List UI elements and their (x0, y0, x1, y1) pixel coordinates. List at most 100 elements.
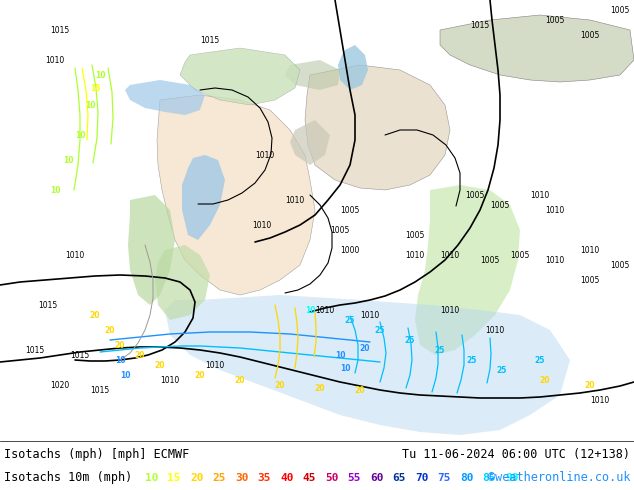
Text: 10: 10 (94, 71, 105, 79)
Text: 20: 20 (314, 384, 325, 392)
Text: 20: 20 (190, 472, 204, 483)
Text: 25: 25 (435, 345, 445, 354)
Text: 1005: 1005 (611, 261, 630, 270)
Text: 20: 20 (105, 325, 115, 335)
Text: 20: 20 (195, 370, 205, 379)
Text: 1010: 1010 (360, 311, 380, 319)
Text: 1005: 1005 (465, 191, 484, 199)
Text: 20: 20 (540, 375, 550, 385)
Polygon shape (290, 120, 330, 165)
Text: 1010: 1010 (545, 205, 565, 215)
Polygon shape (285, 60, 340, 90)
Text: 1010: 1010 (315, 305, 335, 315)
Text: Tu 11-06-2024 06:00 UTC (12+138): Tu 11-06-2024 06:00 UTC (12+138) (402, 447, 630, 461)
Text: 1020: 1020 (50, 381, 70, 390)
Text: 1010: 1010 (205, 361, 224, 369)
Text: 10: 10 (63, 155, 74, 165)
Text: 1015: 1015 (25, 345, 44, 354)
Text: 85: 85 (482, 472, 496, 483)
Text: 10: 10 (340, 364, 350, 372)
Text: 20: 20 (115, 341, 126, 349)
Text: 1010: 1010 (285, 196, 304, 204)
Text: Isotachs 10m (mph): Isotachs 10m (mph) (4, 471, 133, 484)
Text: 25: 25 (345, 316, 355, 324)
Text: 1010: 1010 (252, 220, 271, 229)
Text: 10: 10 (335, 350, 346, 360)
Text: 1010: 1010 (405, 250, 425, 260)
Text: 1005: 1005 (580, 30, 600, 40)
Polygon shape (182, 155, 225, 240)
Polygon shape (125, 80, 205, 115)
Text: 10: 10 (115, 356, 126, 365)
Text: Isotachs (mph) [mph] ECMWF: Isotachs (mph) [mph] ECMWF (4, 447, 190, 461)
Text: 20: 20 (135, 350, 145, 360)
Text: 1005: 1005 (405, 230, 425, 240)
Text: 10: 10 (75, 130, 85, 140)
Text: 1015: 1015 (200, 35, 219, 45)
Text: 20: 20 (355, 386, 365, 394)
Text: 20: 20 (235, 375, 245, 385)
Text: 1005: 1005 (481, 255, 500, 265)
Text: 90: 90 (505, 472, 519, 483)
Text: 1010: 1010 (46, 55, 65, 65)
Text: 60: 60 (370, 472, 384, 483)
Text: 1005: 1005 (611, 5, 630, 15)
Text: 1005: 1005 (340, 205, 359, 215)
Polygon shape (338, 45, 368, 90)
Polygon shape (165, 295, 570, 435)
Text: 1010: 1010 (160, 375, 179, 385)
Text: 1015: 1015 (91, 386, 110, 394)
Text: 55: 55 (347, 472, 361, 483)
Text: 25: 25 (375, 325, 385, 335)
Text: 10: 10 (305, 305, 315, 315)
Polygon shape (155, 245, 210, 320)
Text: 1015: 1015 (39, 300, 58, 310)
Polygon shape (440, 15, 634, 82)
Text: 20: 20 (359, 343, 370, 352)
Text: 25: 25 (212, 472, 226, 483)
Text: 20: 20 (585, 381, 595, 390)
Text: 25: 25 (535, 356, 545, 365)
Text: 30: 30 (235, 472, 249, 483)
Text: 25: 25 (467, 356, 477, 365)
Text: 1005: 1005 (545, 16, 565, 24)
Text: 10: 10 (145, 472, 158, 483)
Polygon shape (157, 95, 315, 295)
Text: 1010: 1010 (580, 245, 600, 254)
Text: 1015: 1015 (50, 25, 70, 34)
Polygon shape (305, 65, 450, 190)
Text: 1010: 1010 (590, 395, 610, 405)
Text: 35: 35 (257, 472, 271, 483)
Polygon shape (180, 48, 300, 105)
Text: ©weatheronline.co.uk: ©weatheronline.co.uk (488, 471, 630, 484)
Text: 1005: 1005 (490, 200, 510, 210)
Polygon shape (128, 195, 175, 305)
Text: 1010: 1010 (531, 191, 550, 199)
Text: 1010: 1010 (65, 250, 84, 260)
Text: 1015: 1015 (70, 350, 89, 360)
Text: 15: 15 (167, 472, 181, 483)
Text: 1015: 1015 (470, 21, 489, 29)
Text: 1010: 1010 (486, 325, 505, 335)
Text: 1000: 1000 (340, 245, 359, 254)
Text: 25: 25 (405, 336, 415, 344)
Text: 50: 50 (325, 472, 339, 483)
Text: 45: 45 (302, 472, 316, 483)
Text: 10: 10 (49, 186, 60, 195)
Text: 1010: 1010 (441, 250, 460, 260)
Text: 1010: 1010 (441, 305, 460, 315)
Text: 1010: 1010 (256, 150, 275, 160)
Text: 80: 80 (460, 472, 474, 483)
Text: 1010: 1010 (545, 255, 565, 265)
Text: 1005: 1005 (330, 225, 350, 235)
Text: 70: 70 (415, 472, 429, 483)
Text: 15: 15 (90, 83, 100, 93)
Polygon shape (415, 185, 520, 355)
Text: 10: 10 (120, 370, 130, 379)
Text: 25: 25 (497, 366, 507, 374)
Text: 75: 75 (437, 472, 451, 483)
Text: 1005: 1005 (510, 250, 529, 260)
Text: 20: 20 (155, 361, 165, 369)
Text: 20: 20 (90, 311, 100, 319)
Text: 20: 20 (275, 381, 285, 390)
